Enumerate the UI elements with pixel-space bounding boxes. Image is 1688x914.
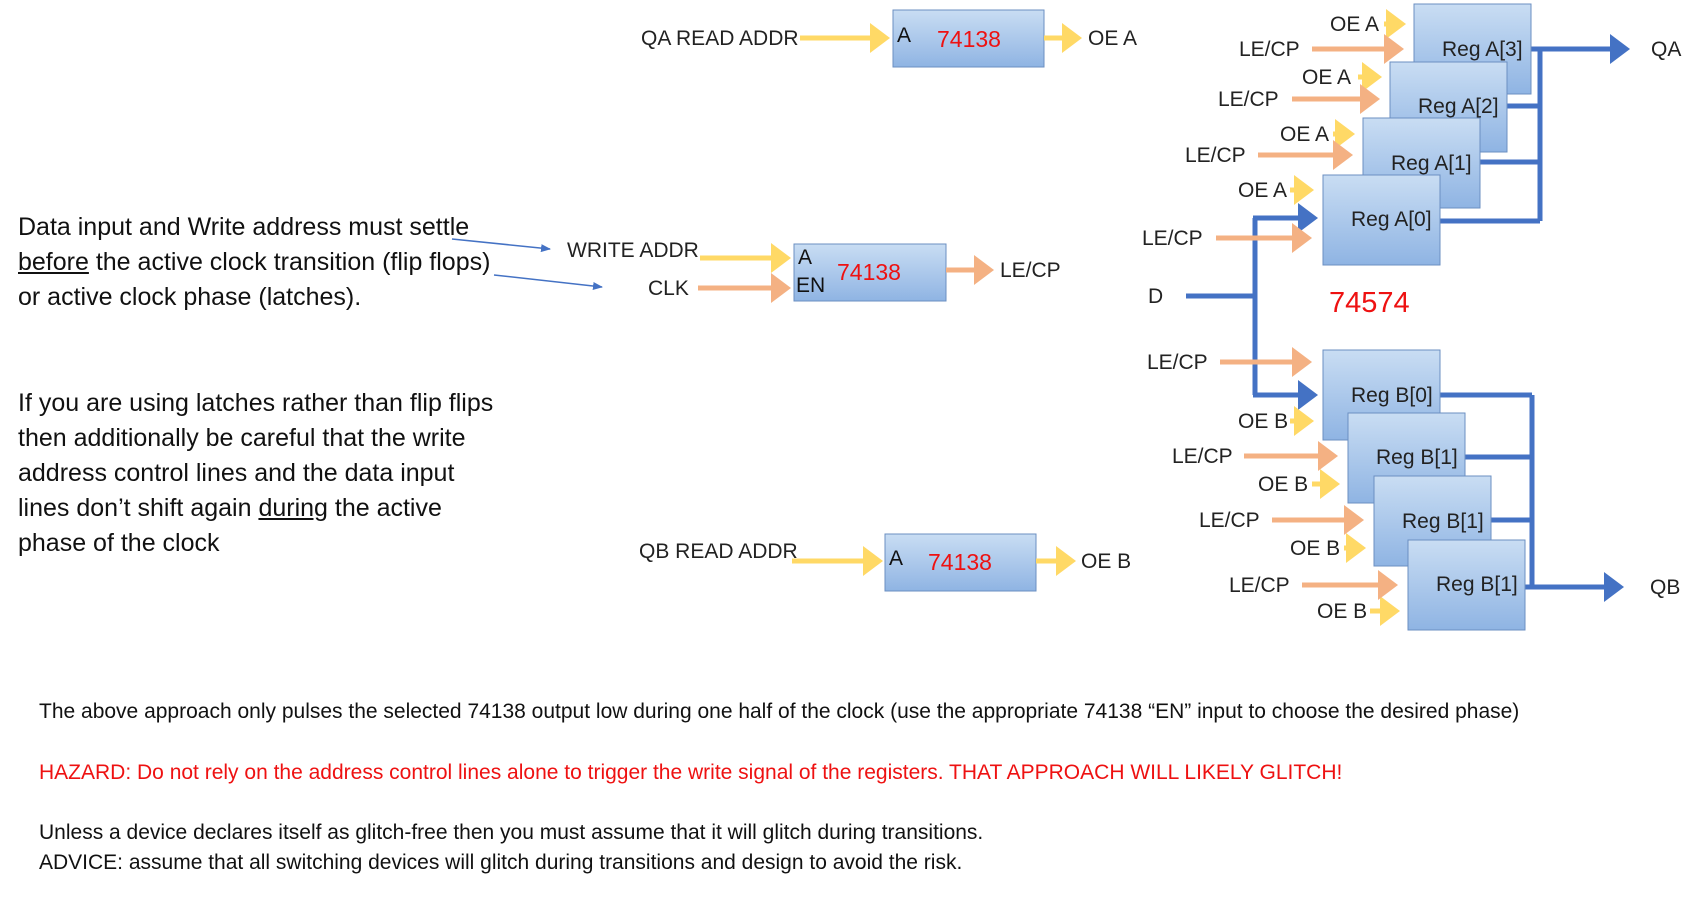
clk-label: CLK [648, 277, 689, 300]
register-name: Reg B[1] [1376, 446, 1458, 469]
register-name: Reg B[0] [1351, 384, 1433, 407]
oe-label: OE B [1317, 600, 1367, 623]
write-addr-label: WRITE ADDR [567, 239, 699, 262]
le-cp-label: LE/CP [1142, 227, 1203, 250]
oe-label: OE B [1290, 537, 1340, 560]
le-cp-label: LE/CP [1229, 574, 1290, 597]
decoder-qa-read: QA READ ADDR A 74138 OE A [641, 9, 1137, 68]
le-cp-label: LE/CP [1239, 38, 1300, 61]
le-cp-label: LE/CP [1185, 144, 1246, 167]
oe-a-output-label: OE A [1088, 27, 1137, 50]
note-2-text-b: the active phase of the clock [18, 494, 442, 557]
le-cp-label: LE/CP [1218, 88, 1279, 111]
decoder-write-box [793, 243, 947, 302]
register-b-0: Reg B[0] OE B LE/CP [1147, 347, 1532, 441]
qb-read-addr-label: QB READ ADDR [639, 540, 798, 563]
register-a-3: Reg A[0] OE A LE/CP [1142, 174, 1540, 266]
note-pointer-addr [451, 238, 551, 253]
register-box [1407, 539, 1526, 631]
decoder-qa-box [892, 9, 1045, 68]
decoder-qb-pin-a: A [889, 547, 903, 570]
note-2-text-a: If you are using latches rather than fli… [18, 389, 494, 522]
decoder-qa-pin-a: A [897, 24, 911, 47]
register-chip-label: 74574 [1329, 287, 1410, 319]
footer-line-3: Unless a device declares itself as glitc… [39, 821, 984, 844]
register-name: Reg A[3] [1442, 38, 1523, 61]
decoder-write: WRITE ADDR CLK A EN 74138 LE/CP [567, 239, 1061, 303]
register-name: Reg A[2] [1418, 95, 1499, 118]
register-name: Reg A[0] [1351, 208, 1432, 231]
qa-read-addr-label: QA READ ADDR [641, 27, 799, 50]
timing-note-2: If you are using latches rather than fli… [18, 386, 498, 561]
oe-label: OE A [1238, 179, 1287, 202]
decoder-qb-read: QB READ ADDR A 74138 OE B [639, 533, 1131, 592]
hazard-label: HAZARD [39, 761, 126, 784]
note-pointer-clk [493, 274, 603, 290]
oe-label: OE A [1302, 66, 1351, 89]
oe-label: OE B [1238, 410, 1288, 433]
le-cp-output-label: LE/CP [1000, 259, 1061, 282]
register-a-1: Reg A[2]OE ALE/CP [1218, 61, 1540, 153]
decoder-qa-chip-label: 74138 [937, 26, 1001, 52]
hazard-warning: HAZARD: Do not rely on the address contr… [39, 761, 1342, 785]
note-1-emphasis: before [18, 248, 89, 276]
timing-note-1: Data input and Write address must settle… [18, 210, 498, 315]
decoder-qb-box [884, 533, 1037, 592]
qb-output-label: QB [1650, 576, 1680, 599]
note-1-text-b: the active clock transition (flip flops)… [18, 248, 491, 311]
oe-b-output-label: OE B [1081, 550, 1131, 573]
decoder-write-pin-en: EN [796, 274, 825, 297]
note-2-emphasis: during [258, 494, 328, 522]
register-box [1322, 174, 1441, 266]
qa-output-label: QA [1651, 38, 1681, 61]
hazard-text: : Do not rely on the address control lin… [125, 761, 1343, 784]
decoder-write-chip-label: 74138 [837, 259, 901, 285]
register-name: Reg A[1] [1391, 152, 1472, 175]
le-cp-label: LE/CP [1172, 445, 1233, 468]
oe-label: OE A [1280, 123, 1329, 146]
oe-label: OE B [1258, 473, 1308, 496]
decoder-qb-chip-label: 74138 [928, 549, 992, 575]
register-name: Reg B[1] [1402, 510, 1484, 533]
oe-label: OE A [1330, 13, 1379, 36]
le-cp-label: LE/CP [1199, 509, 1260, 532]
register-b-3: Reg B[1]OE BLE/CP [1229, 539, 1532, 631]
note-1-text-a: Data input and Write address must settle [18, 213, 470, 241]
footer-line-1: The above approach only pulses the selec… [39, 700, 1520, 723]
decoder-write-pin-a: A [798, 246, 812, 269]
register-name: Reg B[1] [1436, 573, 1518, 596]
le-cp-label: LE/CP [1147, 351, 1208, 374]
footer-line-4: ADVICE: assume that all switching device… [39, 851, 963, 874]
data-input-label: D [1148, 285, 1163, 308]
